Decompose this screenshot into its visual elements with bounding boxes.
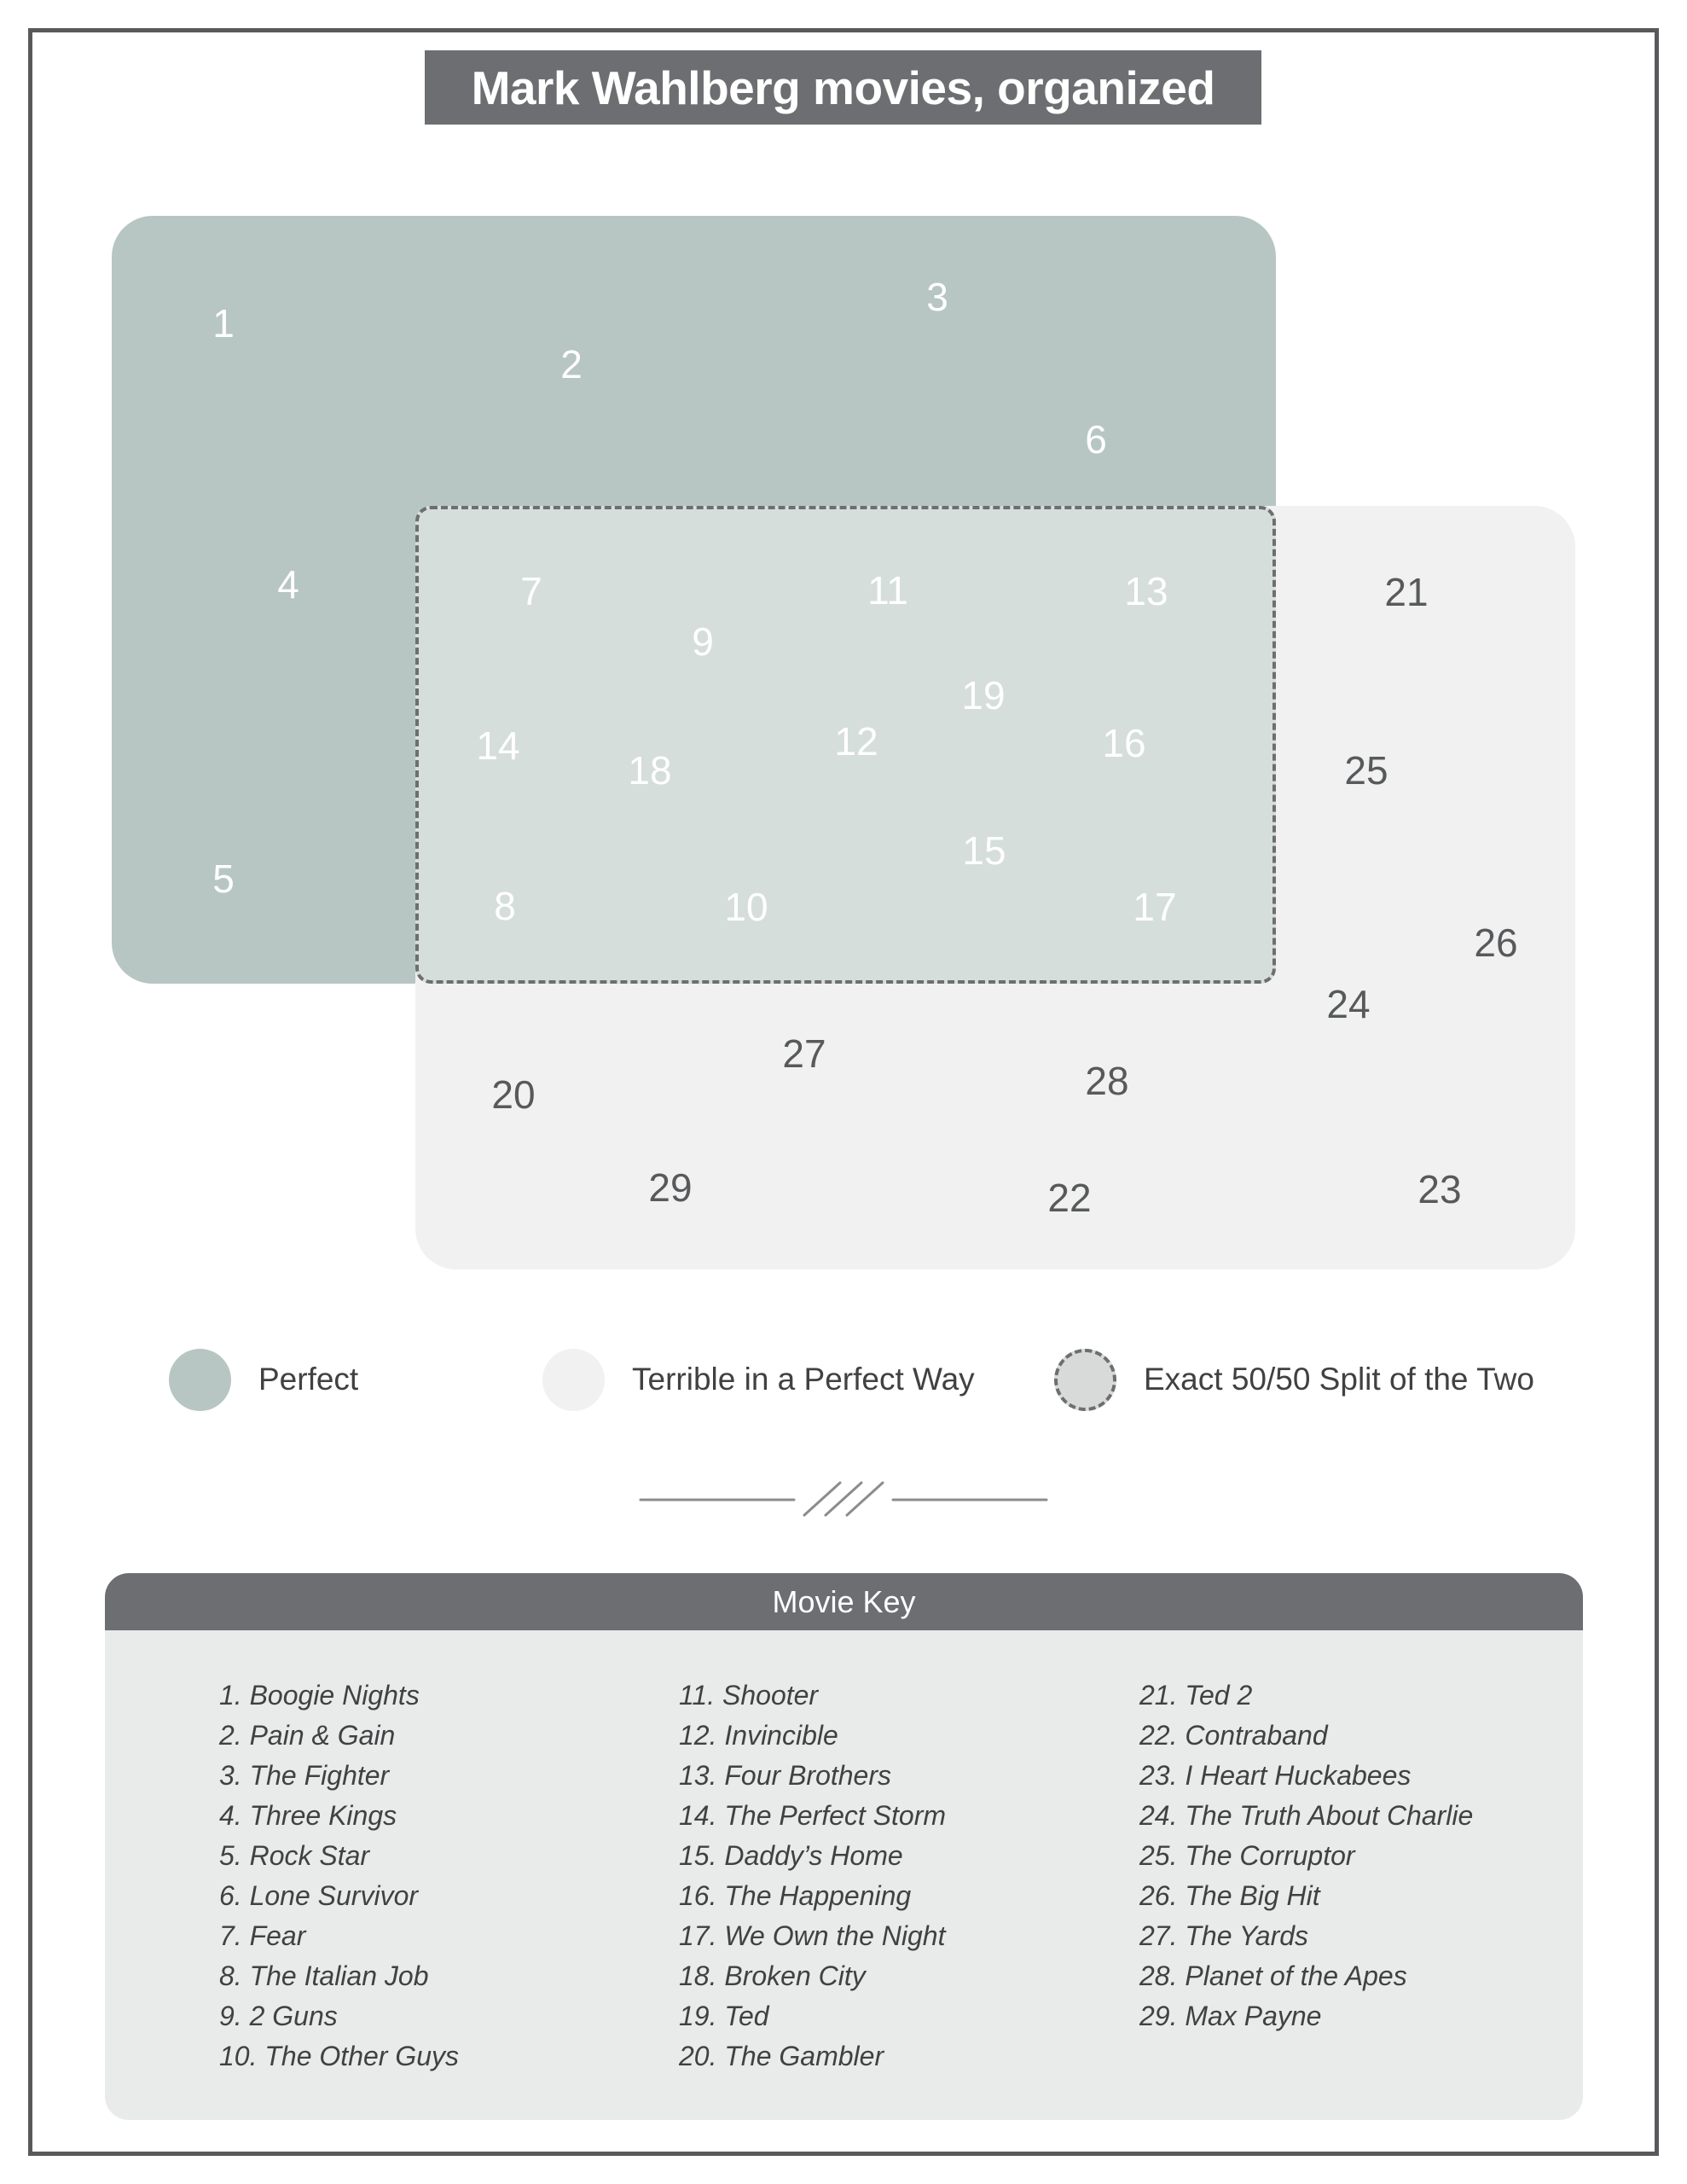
legend-label-perfect: Perfect [258,1362,359,1397]
movie-number-19: 19 [961,673,1006,717]
movie-key-entry: 8. The Italian Job [219,1960,429,1991]
movie-key-entry: 15. Daddy’s Home [679,1840,903,1871]
legend-item-split: Exact 50/50 Split of the Two [1054,1345,1534,1414]
movie-number-9: 9 [692,619,714,664]
movie-number-11: 11 [867,568,908,613]
movie-number-4: 4 [277,562,299,607]
movie-key-entry: 5. Rock Star [219,1840,370,1871]
movie-key-entry: 27. The Yards [1139,1920,1309,1951]
movie-key-entry: 22. Contraband [1139,1720,1328,1751]
title-bar: Mark Wahlberg movies, organized [425,50,1261,125]
movie-key-entry: 18. Broken City [679,1960,866,1991]
movie-number-8: 8 [494,884,516,928]
movie-key-header: Movie Key [105,1573,1583,1630]
movie-key-entry: 13. Four Brothers [679,1760,891,1791]
movie-key-entry: 9. 2 Guns [219,2001,338,2031]
movie-number-12: 12 [834,719,878,764]
legend-label-terrible: Terrible in a Perfect Way [632,1362,975,1397]
movie-key-column-1: 1. Boogie Nights 2. Pain & Gain 3. The Fig… [219,1676,459,2077]
movie-key-title: Movie Key [772,1583,916,1619]
movie-key-entry: 7. Fear [219,1920,306,1951]
movie-number-3: 3 [926,275,948,319]
movie-key-entry: 29. Max Payne [1139,2001,1322,2031]
movie-number-23: 23 [1417,1167,1462,1211]
perfect-swatch-icon [169,1348,231,1411]
movie-key-column-2: 11. Shooter 12. Invincible 13. Four Brothe… [679,1676,946,2077]
movie-number-29: 29 [648,1165,693,1210]
break-line-icon [639,1481,1048,1517]
movie-number-5: 5 [212,857,235,901]
movie-key-entry: 12. Invincible [679,1720,838,1751]
movie-number-20: 20 [491,1072,536,1117]
movie-number-14: 14 [476,723,520,768]
movie-number-2: 2 [560,342,583,386]
movie-key-entry: 26. The Big Hit [1139,1880,1320,1911]
movie-key-entry: 28. Planet of the Apes [1139,1960,1407,1991]
movie-number-21: 21 [1384,570,1429,614]
movie-number-27: 27 [782,1031,826,1076]
page-title: Mark Wahlberg movies, organized [471,61,1215,114]
split-overlap-rect [415,506,1276,984]
movie-number-28: 28 [1085,1059,1129,1103]
legend-label-split: Exact 50/50 Split of the Two [1144,1362,1534,1397]
split-swatch-icon [1054,1348,1116,1411]
movie-number-25: 25 [1344,748,1388,793]
movie-key-entry: 23. I Heart Huckabees [1139,1760,1412,1791]
movie-key-entry: 16. The Happening [679,1880,912,1911]
movie-key-entry: 2. Pain & Gain [219,1720,396,1751]
movie-key-entry: 21. Ted 2 [1139,1680,1253,1711]
movie-number-16: 16 [1102,721,1146,765]
movie-key-entry: 17. We Own the Night [679,1920,946,1951]
movie-number-17: 17 [1133,885,1177,929]
venn-diagram: 1 2 3 4 5 6 7 8 9 10 11 12 13 14 15 16 17 18 19 20 21 22 23 24 2… [112,216,1575,1269]
movie-key-entry: 4. Three Kings [219,1800,397,1831]
movie-key-entry: 1. Boogie Nights [219,1680,420,1711]
legend-item-perfect: Perfect [169,1345,358,1414]
movie-key-column-3: 21. Ted 2 22. Contraband 23. I Heart Hucka… [1139,1676,1473,2036]
movie-key-entry: 20. The Gambler [679,2041,884,2071]
movie-key-entry: 10. The Other Guys [219,2041,460,2071]
movie-key-entry: 25. The Corruptor [1139,1840,1355,1871]
legend-item-terrible: Terrible in a Perfect Way [542,1345,975,1414]
movie-key-entry: 24. The Truth About Charlie [1139,1800,1474,1831]
movie-number-1: 1 [212,301,235,346]
movie-number-15: 15 [962,828,1006,873]
movie-number-7: 7 [520,569,542,613]
movie-key-entry: 3. The Fighter [219,1760,390,1791]
movie-key-entry: 6. Lone Survivor [219,1880,419,1911]
movie-number-18: 18 [628,748,672,793]
movie-key-panel: Movie Key 1. Boogie Nights 2. Pain & Gain… [105,1573,1583,2120]
movie-key-entry: 19. Ted [679,2001,769,2031]
movie-number-22: 22 [1047,1176,1092,1220]
movie-number-13: 13 [1124,569,1168,613]
movie-number-10: 10 [724,885,768,929]
terrible-swatch-icon [542,1348,605,1411]
movie-number-6: 6 [1085,417,1107,462]
movie-key-entry: 14. The Perfect Storm [679,1800,947,1831]
movie-key-entry: 11. Shooter [679,1680,819,1711]
section-divider [630,1466,1057,1534]
movie-number-24: 24 [1326,982,1371,1026]
movie-number-26: 26 [1474,921,1518,965]
